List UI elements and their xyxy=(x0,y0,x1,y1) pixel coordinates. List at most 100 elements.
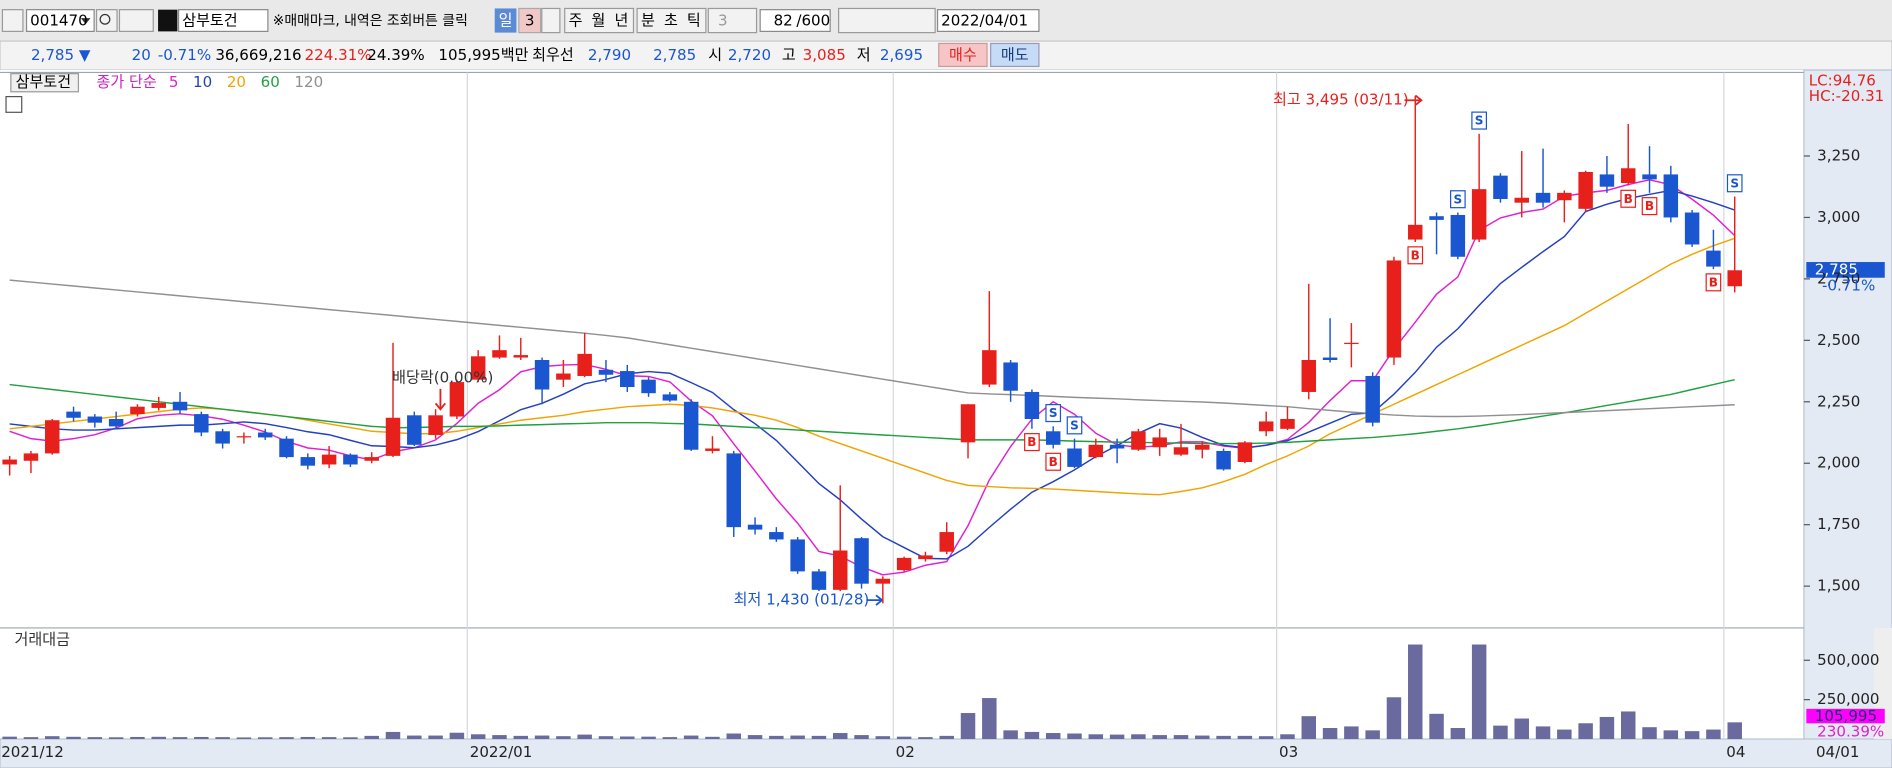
signal-box xyxy=(1641,197,1658,216)
code-input[interactable] xyxy=(25,9,95,32)
candle-body xyxy=(1322,357,1338,360)
menu-icon[interactable] xyxy=(1,9,24,32)
sound-button[interactable] xyxy=(118,9,154,32)
candle-body xyxy=(1471,189,1487,240)
volume-bar xyxy=(215,737,230,740)
volume-bar xyxy=(662,737,678,740)
candle-body xyxy=(1301,359,1317,392)
info-open: 2,720 xyxy=(728,46,771,64)
info-sell: 매도 xyxy=(1001,46,1029,64)
volume-bar xyxy=(726,733,741,740)
candle-body xyxy=(556,373,571,380)
period-group[interactable] xyxy=(636,7,707,34)
signal-box xyxy=(1450,190,1466,209)
volume-bar xyxy=(1237,735,1253,740)
candle-body xyxy=(492,350,507,358)
count-input[interactable] xyxy=(759,9,831,32)
search-button[interactable] xyxy=(95,9,118,32)
grid-icon[interactable] xyxy=(5,96,23,113)
volume-bar xyxy=(66,736,81,740)
candle-body xyxy=(1429,216,1444,220)
volume-bar xyxy=(1088,734,1104,740)
volume-bar xyxy=(1301,716,1317,740)
buy-button[interactable] xyxy=(938,42,988,68)
volume-bar xyxy=(1216,735,1231,740)
volume-bar xyxy=(1578,723,1593,740)
tick-n[interactable] xyxy=(707,7,758,34)
period-group[interactable] xyxy=(564,7,635,34)
price-tag-change: -0.71% xyxy=(1822,277,1875,295)
volume-bar xyxy=(1493,725,1508,740)
candle-body xyxy=(1663,174,1679,218)
period: 틱 xyxy=(687,12,701,30)
dropdown[interactable] xyxy=(541,7,561,34)
candle-body xyxy=(1493,175,1508,199)
volume-bar xyxy=(23,737,39,740)
signal-label: S xyxy=(1070,418,1079,432)
candle-body xyxy=(620,371,635,388)
volume-bar xyxy=(1535,726,1551,740)
candle-body xyxy=(321,454,337,465)
price-tag-label: 2,785 xyxy=(1815,260,1858,278)
volume-bar xyxy=(1003,730,1018,740)
volume-bar xyxy=(279,737,294,740)
info-price: 2,785 ▼ xyxy=(31,46,91,64)
candle-body xyxy=(194,414,209,433)
y-tick-label: 1,750 xyxy=(1817,515,1860,533)
volume-bar xyxy=(875,736,891,740)
candle-body xyxy=(66,411,81,418)
volume-bar xyxy=(1663,730,1679,740)
credit-icon xyxy=(158,9,178,32)
candle-body xyxy=(1173,447,1189,455)
period: 월 xyxy=(592,12,606,30)
candle-body xyxy=(705,448,720,451)
tool-icons[interactable] xyxy=(838,7,936,34)
signal-box xyxy=(1045,452,1062,471)
period: 초 xyxy=(664,12,678,30)
info-open-label: 시 xyxy=(708,46,722,64)
sell-button[interactable] xyxy=(990,42,1040,68)
volume-bar xyxy=(982,698,997,740)
candle-body xyxy=(1514,197,1529,203)
period-day[interactable] xyxy=(494,8,517,33)
signal-label: S xyxy=(1049,406,1058,420)
candle-body xyxy=(1258,421,1274,432)
signal-label: B xyxy=(1027,435,1036,449)
label: 2022/04/01 xyxy=(941,12,1028,30)
candle-body xyxy=(1216,450,1231,470)
volume-bar xyxy=(918,737,933,740)
x-axis-bg xyxy=(0,738,1892,768)
info-volume: 36,669,216 xyxy=(215,46,301,64)
volume-tag xyxy=(1806,708,1885,724)
ma-line xyxy=(9,179,1736,576)
volume-bar xyxy=(769,735,784,740)
period: 분 xyxy=(641,12,655,30)
hint: ※매매마크, 내역은 조회버튼 클릭 xyxy=(273,13,468,29)
volume-bar xyxy=(854,735,869,740)
x-tick-label: 2021/12 xyxy=(1,743,64,761)
ma-line xyxy=(9,189,1735,560)
volume-bar xyxy=(1386,697,1402,740)
candle-body xyxy=(407,415,422,445)
dropdown[interactable] xyxy=(80,18,91,25)
hc: HC:-20.31 xyxy=(1809,87,1885,105)
candle-body xyxy=(279,438,294,458)
volume-bar xyxy=(534,735,550,740)
volume-bar xyxy=(832,733,848,740)
candle-body xyxy=(1535,192,1551,203)
volume-bar xyxy=(960,713,976,740)
name-input[interactable] xyxy=(177,9,269,32)
period-n[interactable] xyxy=(518,7,542,34)
date-input[interactable] xyxy=(936,9,1040,32)
candle-body xyxy=(662,394,678,401)
candle-body xyxy=(1365,375,1380,423)
candle-body xyxy=(343,454,358,465)
legend-indicator: 종가 단순 xyxy=(97,73,157,91)
signal-label: B xyxy=(1411,248,1420,262)
signal-label: S xyxy=(1454,192,1463,206)
info-ask: 2,790 xyxy=(588,46,631,64)
volume-bar xyxy=(1365,730,1380,740)
volume-tag-change: 230.39% xyxy=(1817,722,1884,740)
label: /600 xyxy=(796,12,830,30)
